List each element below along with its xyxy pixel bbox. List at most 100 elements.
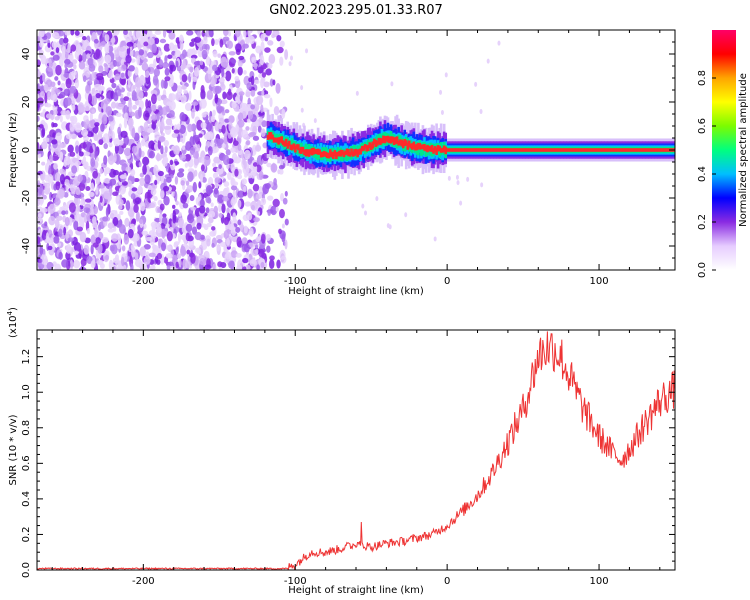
ridge-cell xyxy=(529,148,533,152)
noise-speck xyxy=(444,72,448,78)
noise-speckle xyxy=(238,91,245,96)
noise-speckle xyxy=(165,223,170,229)
noise-speckle xyxy=(59,173,66,185)
noise-speckle xyxy=(146,51,154,59)
noise-speckle xyxy=(276,34,282,42)
noise-speckle xyxy=(187,123,193,133)
noise-speckle xyxy=(42,74,46,83)
ridge-cell xyxy=(280,136,283,144)
ridge-cell xyxy=(477,148,481,152)
noise-speckle xyxy=(254,65,258,70)
noise-speckle xyxy=(214,85,222,94)
noise-speckle xyxy=(270,205,278,216)
ridge-cell xyxy=(271,134,274,140)
noise-speckle xyxy=(74,160,82,166)
noise-speckle xyxy=(225,186,230,195)
noise-speckle xyxy=(164,55,168,61)
noise-speckle xyxy=(119,47,125,52)
noise-speckle xyxy=(115,260,121,266)
noise-speckle xyxy=(108,259,114,270)
figure-title: GN02.2023.295.01.33.R07 xyxy=(269,3,443,18)
noise-speckle xyxy=(62,45,66,55)
noise-speckle xyxy=(97,30,103,36)
noise-speckle xyxy=(48,248,55,256)
noise-speckle xyxy=(228,51,236,56)
noise-speckle xyxy=(193,66,200,78)
noise-speckle xyxy=(268,54,276,65)
noise-speckle xyxy=(205,207,210,214)
ridge-cell xyxy=(614,148,618,152)
noise-speckle xyxy=(85,84,90,94)
noise-speckle xyxy=(252,162,258,167)
noise-speckle xyxy=(130,263,134,270)
noise-speckle xyxy=(74,122,82,133)
noise-speckle xyxy=(59,168,66,175)
noise-speckle xyxy=(41,161,46,166)
ridge-cell xyxy=(488,148,492,152)
noise-speckle xyxy=(228,115,235,124)
snr-scale-note: (x104) xyxy=(6,307,19,338)
ridge-cell xyxy=(424,146,428,152)
noise-speckle xyxy=(214,177,221,184)
noise-speckle xyxy=(126,41,134,47)
ridge-cell xyxy=(439,148,443,153)
noise-speckle xyxy=(99,168,103,175)
noise-speckle xyxy=(98,65,104,73)
noise-speckle xyxy=(214,121,220,132)
noise-speck xyxy=(364,210,368,216)
ridge-cell xyxy=(333,150,337,157)
noise-speckle xyxy=(173,241,180,246)
noise-speckle xyxy=(214,38,219,45)
noise-speckle xyxy=(72,179,81,187)
colorbar-tick-label: 0.6 xyxy=(697,118,708,134)
noise-speckle xyxy=(139,202,146,212)
noise-speckle xyxy=(257,125,262,133)
ridge-cell xyxy=(432,147,435,154)
noise-speckle xyxy=(267,210,271,216)
noise-speckle xyxy=(45,103,52,108)
noise-speckle xyxy=(135,30,142,40)
noise-speckle xyxy=(54,88,61,94)
noise-speckle xyxy=(212,172,219,179)
noise-speckle xyxy=(235,226,241,233)
x-tick-label: 100 xyxy=(590,276,609,287)
noise-speckle xyxy=(237,112,244,122)
noise-speckle xyxy=(241,102,248,110)
noise-speckle xyxy=(191,108,195,119)
noise-speckle xyxy=(231,101,237,109)
noise-speckle xyxy=(158,136,166,142)
noise-speckle xyxy=(39,91,45,99)
noise-speckle xyxy=(59,142,67,149)
y-tick-label: 40 xyxy=(21,48,32,61)
noise-speckle xyxy=(139,172,145,178)
noise-speck xyxy=(375,196,379,202)
ridge-cell xyxy=(651,148,654,152)
ridge-cell xyxy=(417,142,420,150)
noise-speckle xyxy=(221,203,226,214)
noise-speckle xyxy=(172,204,176,209)
noise-speckle xyxy=(212,262,217,270)
noise-speckle xyxy=(127,69,132,78)
ridge-cell xyxy=(456,148,460,152)
noise-speckle xyxy=(163,125,172,130)
noise-speckle xyxy=(131,127,136,139)
ridge-cell xyxy=(281,140,285,146)
snr-ylabel: SNR (10 * v/v) xyxy=(8,414,19,485)
ridge-cell xyxy=(541,148,545,152)
noise-speckle xyxy=(218,212,223,219)
ridge-cell xyxy=(603,148,607,152)
snr-axes: -200 -100 0 100 0.0 0.2 0.4 0.6 0.8 1.0 1.2 xyxy=(21,329,676,587)
noise-speckle xyxy=(51,155,59,161)
noise-speckle xyxy=(220,99,228,105)
noise-speckle xyxy=(176,66,182,72)
noise-speckle xyxy=(269,255,275,261)
noise-speckle xyxy=(111,82,117,89)
noise-speckle xyxy=(197,254,205,259)
noise-speckle xyxy=(186,185,194,193)
noise-speckle xyxy=(123,30,128,36)
noise-speckle xyxy=(198,205,206,214)
ridge-cell xyxy=(338,150,341,157)
noise-speckle xyxy=(70,96,76,104)
noise-speckle xyxy=(73,63,77,70)
noise-speckle xyxy=(95,157,100,162)
